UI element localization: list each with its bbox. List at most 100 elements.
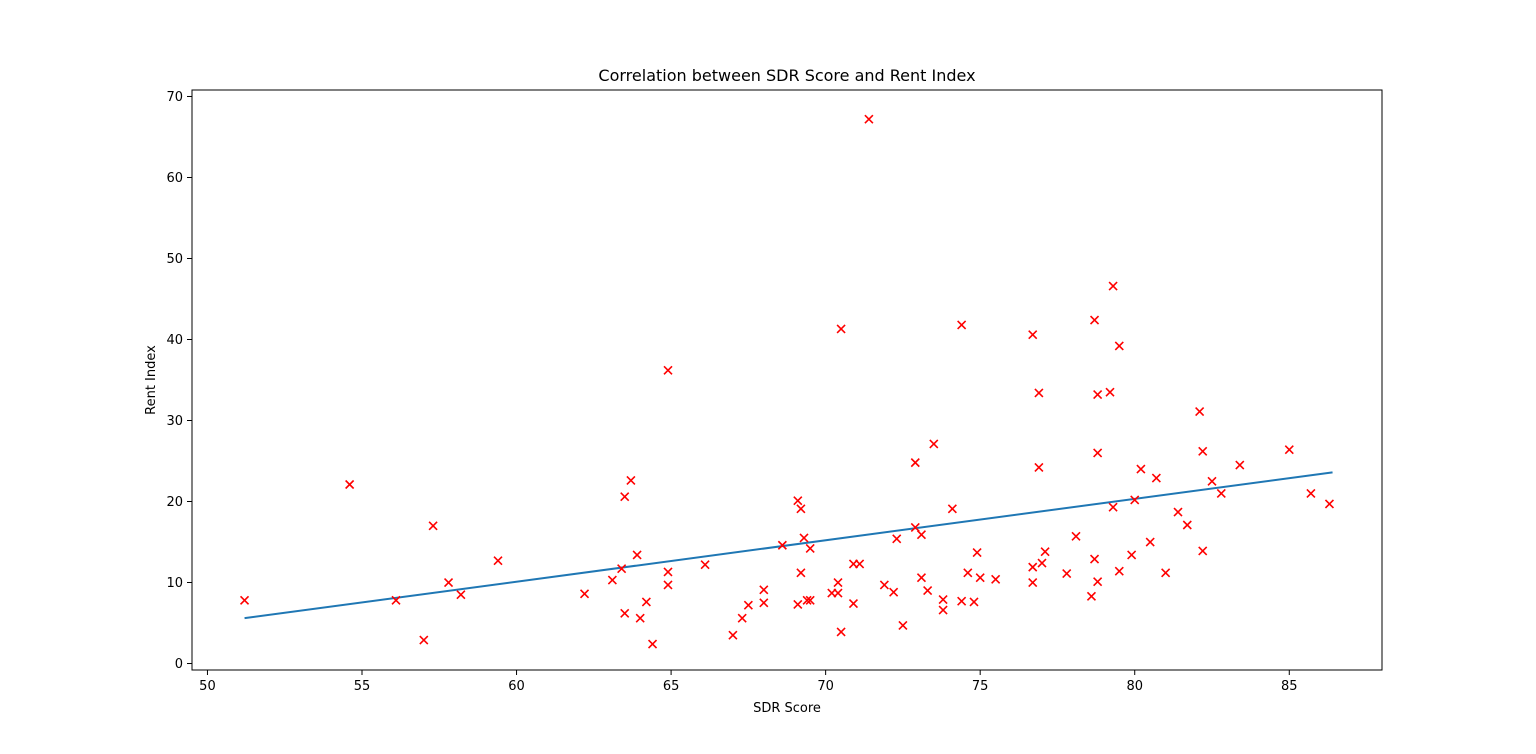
data-point-marker	[799, 533, 809, 543]
data-point-marker	[1195, 407, 1205, 417]
data-point-marker	[663, 365, 673, 375]
data-point-marker	[1130, 495, 1140, 505]
data-point-marker	[579, 589, 590, 599]
data-point-marker	[947, 504, 957, 514]
data-point-marker	[898, 620, 908, 631]
data-point-marker	[743, 600, 753, 610]
data-point-marker	[1086, 591, 1097, 601]
data-point-marker	[910, 522, 920, 532]
data-point-marker	[617, 564, 627, 574]
data-point-marker	[607, 575, 617, 585]
data-point-marker	[975, 573, 985, 583]
x-tick-label: 55	[354, 679, 371, 694]
data-point-marker	[1198, 446, 1208, 456]
data-point-marker	[456, 590, 466, 600]
data-point-marker	[1093, 448, 1103, 458]
data-point-marker	[1034, 462, 1044, 473]
data-point-marker	[345, 479, 355, 490]
data-point-marker	[1093, 390, 1103, 400]
data-point-marker	[1040, 547, 1050, 557]
data-point-marker	[879, 580, 889, 590]
data-point-marker	[1198, 546, 1208, 556]
plot-area-frame	[191, 89, 1383, 671]
data-point-marker	[848, 599, 859, 609]
data-point-marker	[1161, 568, 1171, 578]
x-axis-label: SDR Score	[753, 701, 821, 716]
data-point-marker	[836, 627, 846, 637]
data-point-marker	[805, 543, 815, 554]
data-point-marker	[1089, 315, 1100, 325]
data-point-marker	[938, 594, 948, 605]
data-point-marker	[1114, 566, 1124, 576]
data-point-marker	[663, 567, 673, 577]
y-tick-label: 40	[166, 333, 183, 348]
trendline-layer	[244, 471, 1333, 620]
data-point-marker	[1173, 507, 1183, 517]
data-point-marker	[969, 597, 979, 607]
data-point-marker	[963, 568, 973, 578]
data-point-marker	[759, 585, 769, 595]
data-point-marker	[1108, 502, 1118, 512]
data-point-marker	[957, 320, 967, 330]
data-point-marker	[391, 595, 401, 605]
data-point-marker	[923, 586, 933, 596]
y-tick-label: 70	[166, 90, 183, 105]
data-point-marker	[1105, 387, 1115, 397]
data-point-marker	[1108, 281, 1118, 291]
data-point-marker	[833, 577, 843, 588]
data-point-marker	[1151, 473, 1161, 483]
data-point-marker	[1089, 554, 1100, 564]
data-point-marker	[1114, 341, 1124, 351]
y-axis: 0 10 20 30 40 50 60 70	[166, 90, 192, 672]
data-point-marker	[647, 639, 658, 649]
data-point-marker	[1235, 460, 1245, 470]
x-axis: 50 55 60 65 70 75 80 85	[199, 670, 1298, 694]
y-tick-label: 10	[166, 576, 183, 591]
y-tick-label: 0	[175, 657, 183, 672]
data-point-marker	[635, 613, 645, 623]
data-point-marker	[1182, 520, 1192, 530]
x-tick-label: 75	[972, 679, 989, 694]
data-point-marker	[443, 577, 454, 588]
data-point-marker	[641, 597, 651, 607]
y-tick-label: 30	[166, 414, 183, 429]
data-point-marker	[991, 574, 1001, 584]
data-point-marker	[737, 613, 747, 623]
data-point-marker	[892, 534, 902, 544]
data-point-marker	[663, 580, 673, 590]
data-point-marker	[620, 608, 630, 618]
data-point-marker	[626, 475, 636, 486]
y-tick-label: 20	[166, 495, 183, 510]
data-point-marker	[836, 324, 846, 334]
trendline	[244, 471, 1333, 620]
y-axis-label: Rent Index	[144, 345, 159, 415]
data-point-marker	[916, 573, 927, 583]
data-point-marker	[419, 635, 429, 645]
data-point-marker	[972, 547, 982, 558]
data-point-marker	[1284, 445, 1294, 455]
data-point-marker	[239, 595, 250, 605]
data-point-marker	[728, 630, 738, 640]
x-tick-label: 70	[817, 679, 834, 694]
data-point-marker	[1306, 488, 1316, 498]
data-point-marker	[796, 504, 806, 514]
data-point-marker	[620, 492, 630, 502]
data-point-marker	[1034, 388, 1044, 398]
data-point-marker	[833, 588, 843, 598]
data-point-marker	[864, 114, 874, 124]
data-point-marker	[1093, 577, 1103, 587]
data-point-marker	[938, 605, 948, 615]
data-point-marker	[1028, 577, 1038, 588]
chart-title: Correlation between SDR Score and Rent I…	[598, 66, 975, 85]
data-point-marker	[1145, 537, 1155, 547]
data-point-marker	[632, 550, 642, 560]
data-point-marker	[793, 599, 803, 609]
data-point-marker	[802, 595, 812, 605]
data-point-marker	[1207, 476, 1217, 486]
x-tick-label: 60	[508, 679, 525, 694]
data-point-marker	[910, 458, 920, 468]
data-point-marker	[1037, 558, 1047, 568]
data-point-marker	[1062, 569, 1072, 579]
points-layer	[239, 114, 1335, 649]
